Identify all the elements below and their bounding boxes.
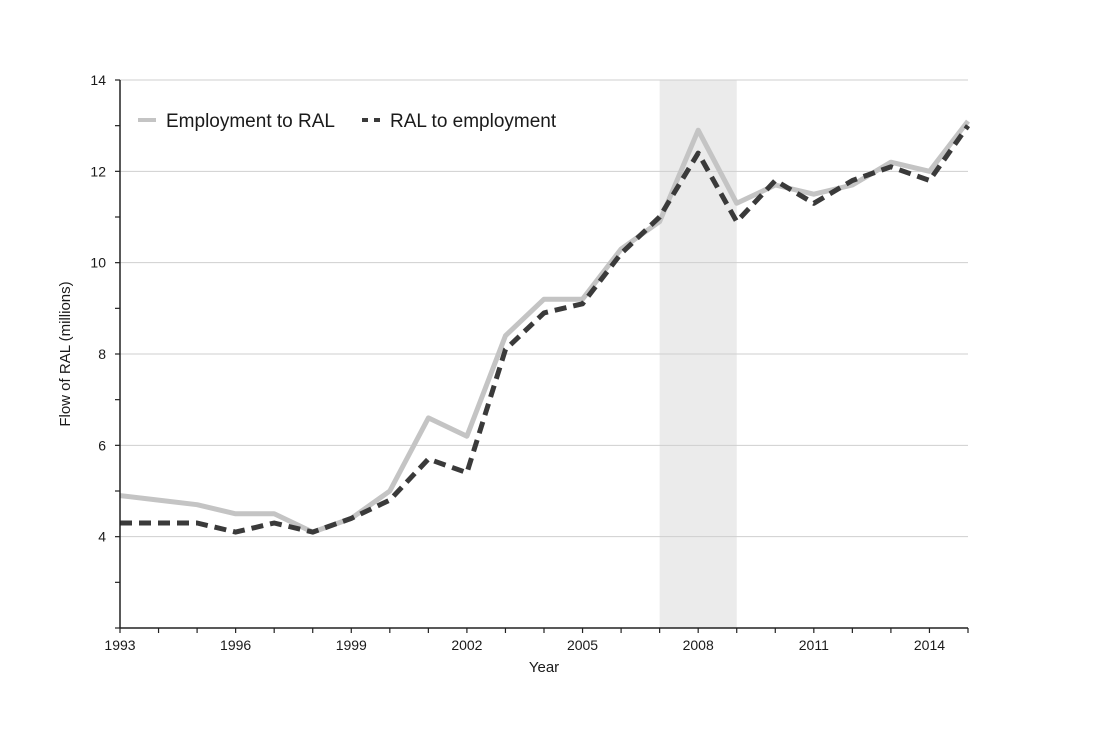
gridlines [120,79,968,538]
x-tick-label: 2014 [914,637,945,653]
x-tick-label: 1993 [104,637,135,653]
legend: Employment to RAL RAL to employment [138,111,557,132]
tick-labels: 4 6 8 10 12 14 1993 1996 1999 2002 2005 2008 2011 201… [90,72,945,653]
y-tick-label: 10 [90,255,106,271]
x-tick-label: 2008 [683,637,714,653]
y-tick-label: 14 [90,72,106,88]
x-tick-label: 2005 [567,637,598,653]
axes [115,79,969,633]
series-group [119,119,971,535]
x-tick-label: 1996 [220,637,251,653]
y-axis-title: Flow of RAL (millions) [57,281,74,426]
legend-label-employment-to-ral: Employment to RAL [166,111,335,132]
x-tick-label: 1999 [336,637,367,653]
y-tick-label: 6 [98,437,106,453]
x-tick-label: 2011 [799,637,829,653]
series-line-employment-to-ral [119,119,970,535]
y-tick-label: 4 [98,529,106,545]
legend-label-ral-to-employment: RAL to employment [390,111,557,132]
y-tick-label: 8 [98,346,106,362]
x-tick-label: 2002 [451,637,482,653]
y-tick-label: 12 [90,163,106,179]
x-axis-title: Year [529,659,559,676]
